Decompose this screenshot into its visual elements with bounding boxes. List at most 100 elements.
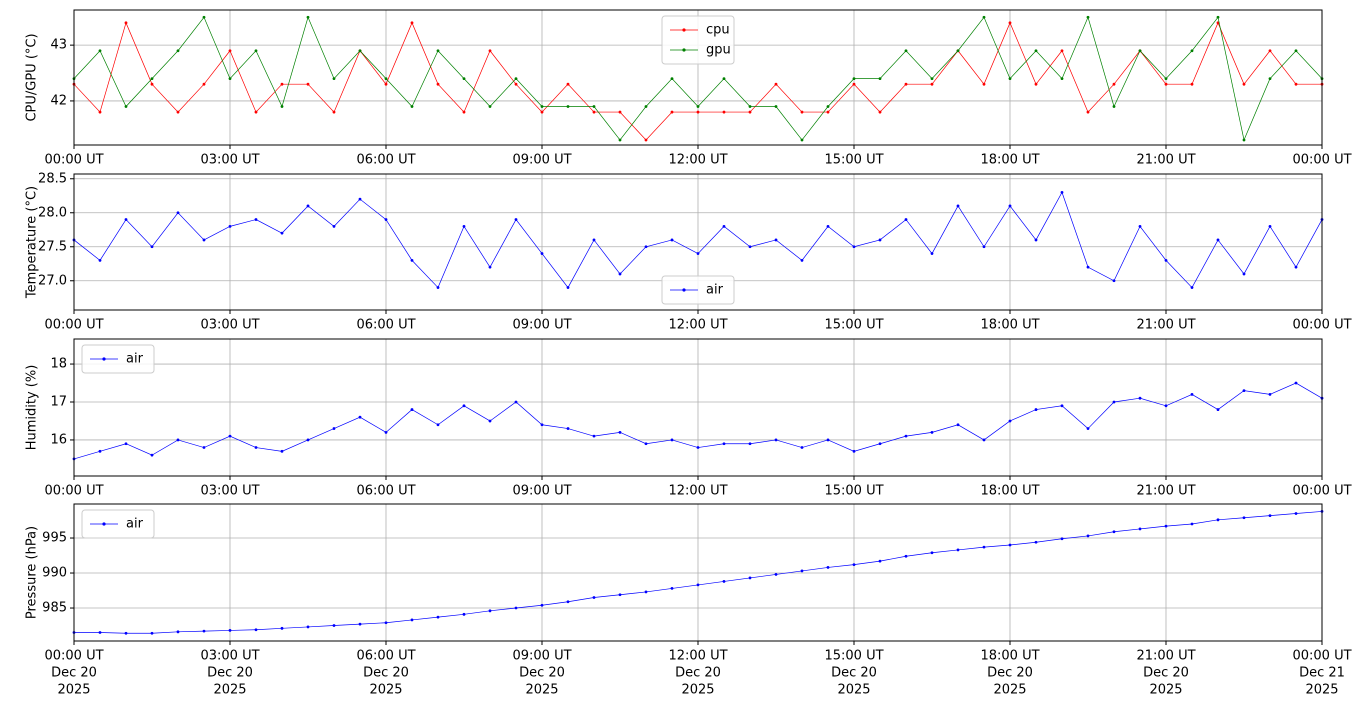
data-point [1138,527,1142,531]
data-point [904,434,908,438]
x-tick-label: 00:00 UT [44,649,103,664]
data-point [228,77,232,81]
data-point [280,626,284,630]
data-point [150,77,154,81]
data-point [644,138,648,142]
data-point [1060,404,1064,408]
data-point [670,238,674,242]
data-point [982,245,986,249]
x-tick-label: 2025 [213,683,246,698]
data-point [1268,77,1272,81]
data-point [1060,190,1064,194]
data-point [1034,540,1038,544]
legend-marker [102,357,106,361]
x-tick-label: 06:00 UT [356,484,415,499]
data-point [488,419,492,423]
data-point [540,252,544,255]
data-point [410,105,414,108]
data-point [332,110,336,114]
data-point [930,430,934,434]
x-tick-label: Dec 20 [675,666,721,681]
data-point [1112,279,1116,283]
data-point [696,583,700,587]
data-point [280,231,284,235]
data-point [774,105,778,108]
x-tick-label: 2025 [369,683,402,698]
data-point [566,105,570,108]
data-point [878,559,882,563]
x-tick-label: Dec 21 [1299,666,1345,681]
data-point [202,238,206,242]
x-tick-label: Dec 20 [51,666,97,681]
data-point [930,252,934,255]
data-point [852,449,856,453]
data-point [306,625,310,629]
data-point [1112,105,1116,108]
y-tick-label: 43 [50,38,67,53]
x-tick-label: 18:00 UT [980,153,1039,168]
x-tick-label: Dec 20 [1143,666,1189,681]
data-point [1034,408,1038,411]
data-point [1294,381,1298,385]
y-tick-label: 17 [50,394,67,409]
x-tick-label: 03:00 UT [200,649,259,664]
data-point [1060,537,1064,541]
data-point [1086,427,1090,430]
data-point [514,82,518,86]
data-point [228,224,232,228]
data-point [1034,238,1038,242]
data-point [98,49,102,53]
data-point [462,612,466,616]
data-point [982,545,986,549]
x-tick-label: 00:00 UT [1292,649,1351,664]
x-tick-label: 21:00 UT [1136,318,1195,333]
data-point [1138,224,1142,228]
data-point [436,286,440,289]
legend-marker [682,28,686,32]
data-point [1086,534,1090,538]
data-point [1242,389,1246,393]
data-point [1216,408,1220,411]
data-point [1190,522,1194,526]
data-point [1294,49,1298,53]
data-point [202,446,206,449]
y-tick-label: 28.0 [38,205,67,220]
legend-label: cpu [706,23,730,38]
x-tick-label: 15:00 UT [824,153,883,168]
legend-label: air [706,283,724,298]
legend-label: air [126,517,144,532]
x-tick-label: 15:00 UT [824,318,883,333]
data-point [358,415,362,419]
x-tick-label: 12:00 UT [668,649,727,664]
data-point [1294,265,1298,269]
y-axis-label: Humidity (%) [25,365,40,451]
data-point [878,77,882,81]
data-point [462,110,466,114]
data-point [826,110,830,114]
data-point [1086,110,1090,114]
data-point [358,197,362,201]
x-tick-label: 18:00 UT [980,484,1039,499]
data-point [670,77,674,81]
x-tick-label: Dec 20 [363,666,409,681]
data-point [1190,393,1194,396]
data-point [800,110,804,114]
x-tick-label: 03:00 UT [200,318,259,333]
data-point [150,631,154,635]
data-point [696,446,700,449]
legend-marker [682,48,686,52]
x-tick-label: 2025 [1149,683,1182,698]
data-point [956,423,960,427]
data-point [774,238,778,242]
data-point [436,615,440,619]
data-point [124,218,128,221]
data-point [98,258,102,262]
data-point [644,442,648,446]
data-point [592,105,596,108]
data-point [1268,224,1272,228]
data-point [696,110,700,114]
data-point [1112,400,1116,404]
axes-frame [73,503,1323,642]
data-point [618,272,622,276]
data-point [254,110,258,114]
